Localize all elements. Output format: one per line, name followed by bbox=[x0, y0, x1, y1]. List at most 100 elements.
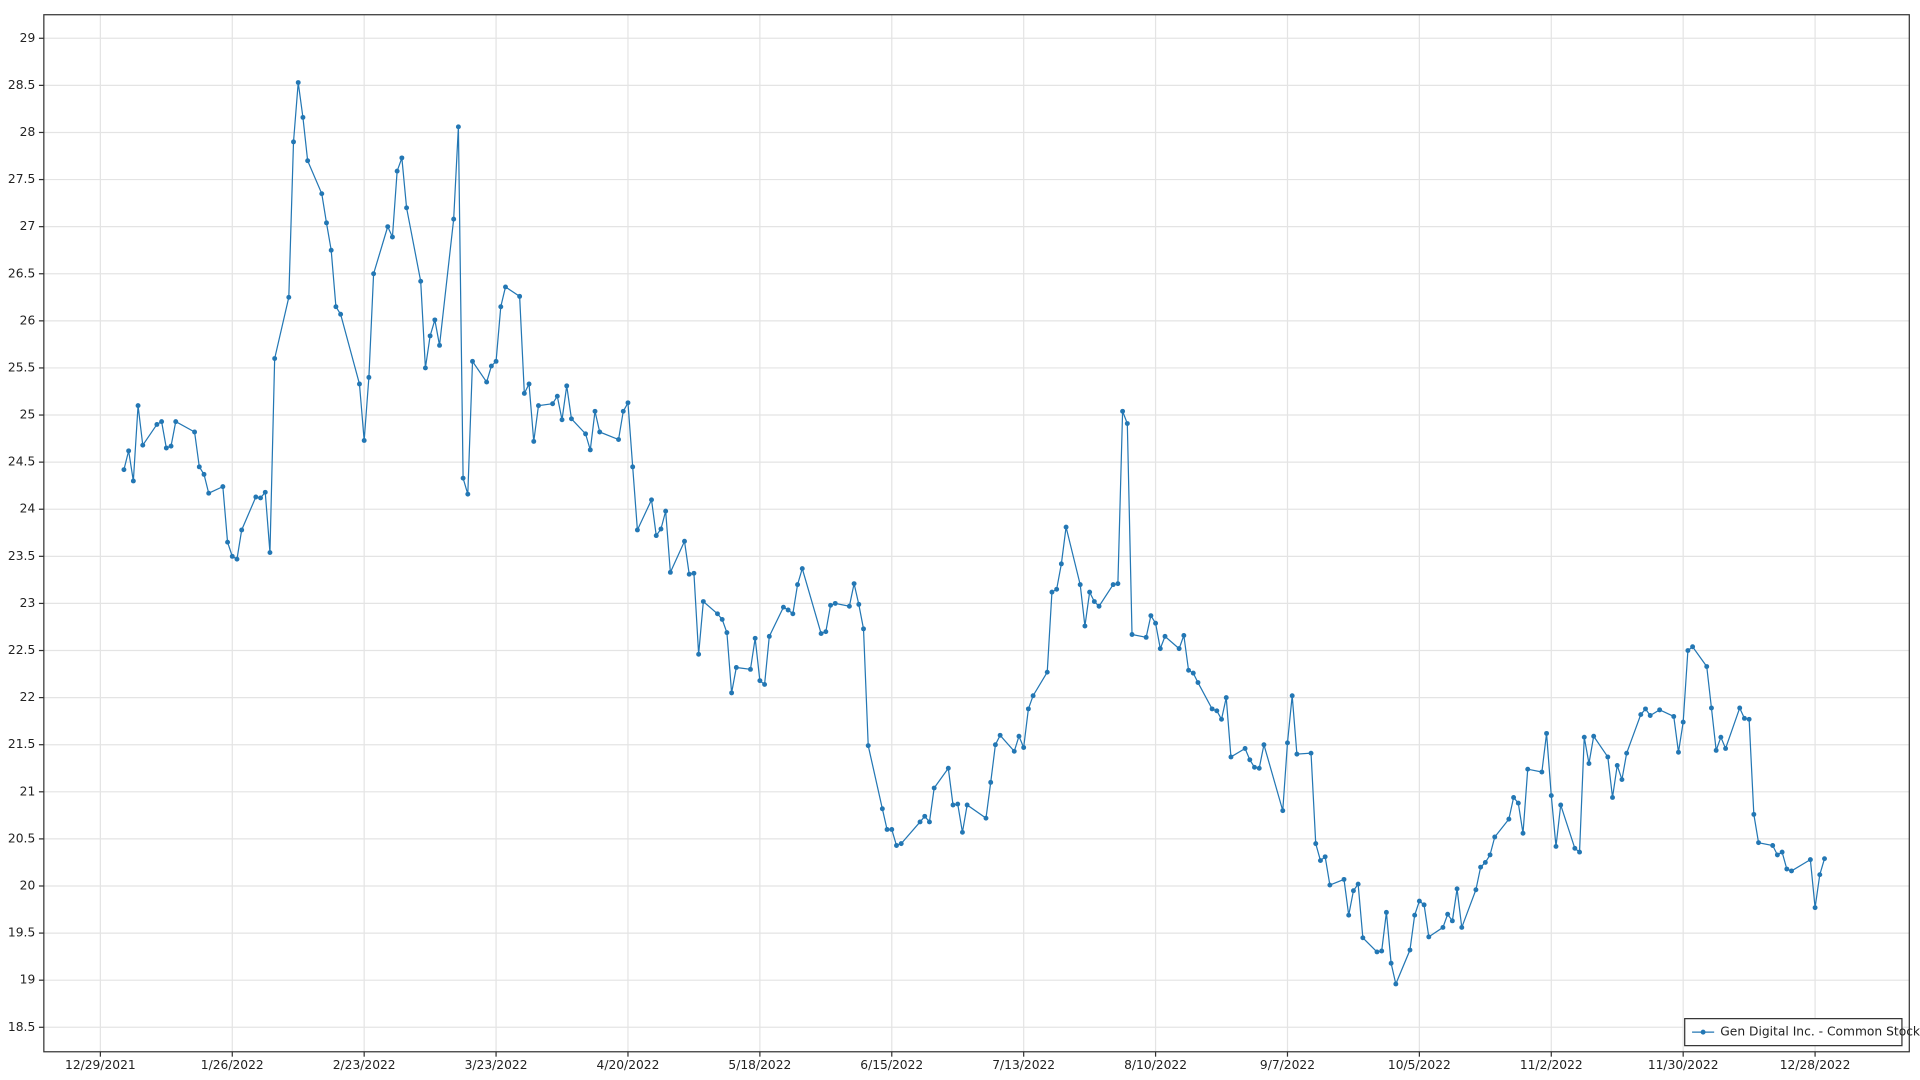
data-point bbox=[1219, 716, 1224, 722]
data-point bbox=[1412, 912, 1418, 918]
y-tick-label: 27.5 bbox=[8, 172, 35, 186]
data-point bbox=[399, 155, 405, 161]
data-point bbox=[357, 381, 362, 387]
x-tick-label: 6/15/2022 bbox=[860, 1058, 923, 1072]
y-tick-label: 21.5 bbox=[8, 737, 35, 751]
data-point bbox=[898, 841, 904, 847]
x-tick-label: 2/23/2022 bbox=[333, 1058, 396, 1072]
data-point bbox=[851, 581, 857, 587]
data-point bbox=[1242, 746, 1248, 751]
data-point bbox=[1459, 924, 1465, 930]
data-point bbox=[983, 815, 989, 821]
plot-frame bbox=[43, 14, 1910, 1053]
data-point bbox=[1181, 632, 1187, 638]
data-point bbox=[1025, 706, 1031, 712]
data-point bbox=[1186, 667, 1192, 673]
data-point bbox=[1322, 854, 1328, 860]
data-point bbox=[1341, 876, 1347, 882]
data-point bbox=[1822, 856, 1827, 862]
data-point bbox=[470, 358, 475, 364]
data-point bbox=[1619, 777, 1625, 783]
data-point bbox=[1817, 872, 1823, 878]
data-point bbox=[465, 491, 471, 497]
data-point bbox=[649, 497, 654, 503]
data-point bbox=[1544, 730, 1550, 736]
data-point bbox=[201, 471, 207, 477]
data-point bbox=[366, 374, 372, 380]
data-point bbox=[766, 633, 772, 639]
data-point bbox=[823, 629, 829, 635]
data-point bbox=[154, 422, 160, 427]
data-point bbox=[1506, 816, 1512, 822]
data-point bbox=[437, 342, 442, 348]
data-point bbox=[319, 191, 325, 197]
data-point bbox=[1228, 754, 1234, 760]
legend-label: Gen Digital Inc. - Common Stock bbox=[1720, 1025, 1920, 1039]
data-point bbox=[992, 742, 998, 748]
data-point bbox=[696, 651, 702, 657]
data-point bbox=[1440, 924, 1446, 930]
data-point bbox=[418, 278, 424, 284]
data-point bbox=[305, 158, 311, 164]
data-point bbox=[1572, 845, 1578, 851]
y-tick-label: 22.5 bbox=[8, 643, 35, 657]
y-tick-label: 27 bbox=[20, 219, 36, 233]
data-point bbox=[262, 489, 268, 495]
data-point bbox=[790, 611, 796, 617]
data-point bbox=[1124, 421, 1130, 426]
data-point bbox=[159, 419, 165, 425]
data-point bbox=[927, 819, 932, 825]
x-tick-label: 12/28/2022 bbox=[1780, 1058, 1851, 1072]
data-point bbox=[389, 234, 395, 240]
data-point bbox=[757, 678, 763, 684]
data-point bbox=[1383, 909, 1389, 915]
data-point bbox=[140, 442, 146, 448]
data-point bbox=[1539, 769, 1545, 775]
data-point bbox=[729, 690, 735, 696]
data-point bbox=[1021, 745, 1027, 750]
data-point bbox=[1676, 749, 1681, 755]
data-point bbox=[460, 475, 466, 481]
data-point bbox=[1110, 582, 1116, 588]
data-point bbox=[1520, 830, 1526, 836]
data-point bbox=[658, 526, 664, 532]
data-point bbox=[1774, 852, 1780, 858]
data-point bbox=[531, 438, 537, 444]
x-tick-label: 8/10/2022 bbox=[1124, 1058, 1187, 1072]
x-tick-label: 9/7/2022 bbox=[1260, 1058, 1315, 1072]
data-point bbox=[1779, 849, 1785, 855]
data-point bbox=[517, 293, 523, 299]
data-point bbox=[1511, 795, 1517, 800]
data-point bbox=[1223, 695, 1229, 701]
data-point bbox=[1195, 680, 1201, 685]
data-point bbox=[828, 602, 833, 608]
data-point bbox=[1115, 581, 1121, 587]
y-tick-label: 29 bbox=[20, 31, 36, 45]
data-point bbox=[258, 495, 263, 501]
data-point bbox=[1643, 706, 1648, 712]
data-point bbox=[239, 527, 245, 533]
y-tick-label: 26.5 bbox=[8, 266, 35, 280]
y-tick-label: 22 bbox=[20, 690, 36, 704]
data-point bbox=[163, 445, 169, 451]
data-point bbox=[1680, 719, 1686, 725]
data-point bbox=[724, 630, 730, 636]
data-point bbox=[1638, 712, 1644, 718]
data-point bbox=[1294, 751, 1300, 757]
data-point bbox=[554, 393, 560, 399]
data-point bbox=[1605, 754, 1611, 760]
data-point bbox=[1374, 949, 1380, 955]
data-point bbox=[1581, 734, 1587, 740]
data-point bbox=[780, 604, 786, 610]
data-point bbox=[422, 365, 428, 371]
data-point bbox=[762, 681, 768, 687]
data-point bbox=[1317, 858, 1323, 864]
data-point bbox=[526, 381, 532, 387]
data-point bbox=[620, 408, 626, 414]
x-tick-label: 11/30/2022 bbox=[1648, 1058, 1719, 1072]
data-point bbox=[1454, 886, 1460, 892]
data-point bbox=[1487, 852, 1493, 858]
data-point bbox=[1482, 859, 1488, 865]
data-point bbox=[1624, 750, 1630, 756]
